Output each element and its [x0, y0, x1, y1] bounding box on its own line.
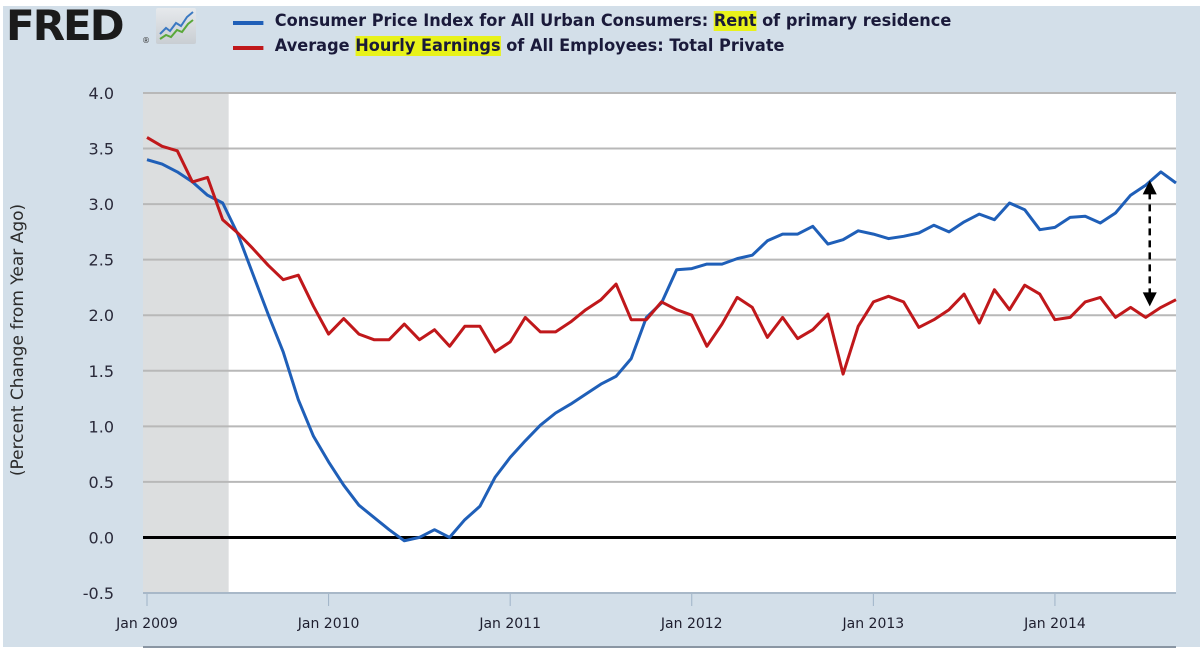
- arrow-down-icon: [1142, 292, 1157, 307]
- legend-text: Average: [274, 36, 356, 56]
- legend-text: of All Employees: Total Private: [500, 36, 785, 56]
- legend-label-rent: Consumer Price Index for All Urban Consu…: [274, 9, 952, 34]
- y-tick-label: 4.0: [89, 84, 114, 103]
- registered-mark: ®: [142, 36, 150, 45]
- plot-area: [143, 93, 1176, 593]
- logo-text: FRED: [6, 1, 125, 50]
- y-tick-label: 2.5: [89, 251, 114, 270]
- x-tick-label: Jan 2009: [115, 616, 178, 632]
- gap-annotation: [1142, 180, 1157, 307]
- gridlines: [143, 92, 1176, 539]
- x-tick-label: Jan 2010: [297, 616, 360, 632]
- chart-legend: Consumer Price Index for All Urban Consu…: [233, 9, 951, 59]
- x-tick-label: Jan 2012: [660, 616, 723, 632]
- line-chart-icon: [156, 8, 196, 44]
- legend-swatch-red: [233, 45, 264, 50]
- y-axis-label: (Percent Change from Year Ago): [8, 203, 28, 477]
- legend-highlight-rent: Rent: [713, 11, 757, 31]
- y-tick-label: 1.5: [89, 362, 114, 381]
- fred-logo[interactable]: FRED: [6, 1, 125, 50]
- y-tick-label: 0.0: [89, 528, 114, 547]
- legend-text: Consumer Price Index for All Urban Consu…: [274, 11, 714, 31]
- legend-label-earnings: Average Hourly Earnings of All Employees…: [275, 34, 785, 59]
- x-tick-label: Jan 2013: [842, 616, 905, 632]
- legend-item-earnings[interactable]: Average Hourly Earnings of All Employees…: [233, 34, 951, 59]
- legend-text: of primary residence: [756, 11, 952, 31]
- y-tick-label: 3.0: [89, 195, 114, 214]
- y-axis-ticks: 4.0 3.5 3.0 2.5 2.0 1.5 1.0 0.5 0.0 -0.5: [83, 84, 114, 603]
- y-tick-label: -0.5: [83, 584, 114, 603]
- arrow-up-icon: [1142, 180, 1157, 195]
- y-tick-label: 2.0: [89, 306, 114, 325]
- x-tick-label: Jan 2014: [1023, 616, 1086, 632]
- series-line-hourly-earnings[interactable]: [146, 136, 1177, 376]
- x-axis-ticks: Jan 2009 Jan 2010 Jan 2011 Jan 2012 Jan 2013…: [115, 594, 1086, 632]
- y-tick-label: 0.5: [89, 473, 114, 492]
- series-group: [146, 136, 1177, 543]
- top-margin: [0, 0, 1200, 6]
- y-tick-label: 3.5: [89, 140, 114, 159]
- x-tick-label: Jan 2011: [478, 616, 541, 632]
- legend-swatch-blue: [233, 20, 264, 25]
- legend-item-rent[interactable]: Consumer Price Index for All Urban Consu…: [233, 9, 951, 34]
- y-tick-label: 1.0: [89, 417, 114, 436]
- legend-highlight-earnings: Hourly Earnings: [355, 36, 501, 56]
